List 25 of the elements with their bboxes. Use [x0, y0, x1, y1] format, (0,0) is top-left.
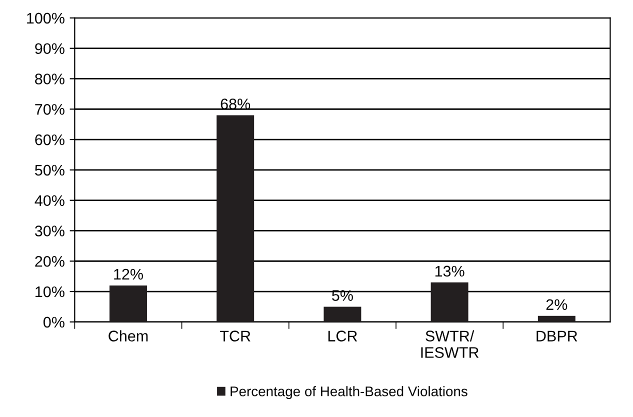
- y-tick-label: 20%: [35, 256, 64, 267]
- y-tick-label: 80%: [35, 74, 64, 84]
- y-tick-label: 10%: [36, 286, 64, 298]
- x-tick-label: TCR: [220, 330, 250, 342]
- legend-label: Percentage of Health-Based Violations: [230, 386, 468, 400]
- y-tick-label: 30%: [34, 226, 64, 236]
- data-label: 13%: [435, 266, 464, 277]
- bar: [110, 285, 147, 322]
- x-tick-label: Chem: [108, 330, 148, 342]
- bar: [538, 316, 576, 322]
- bar: [430, 282, 468, 322]
- data-label: 2%: [546, 299, 568, 310]
- x-tick-label: LCR: [328, 330, 358, 342]
- bar: [216, 115, 254, 322]
- bar: [324, 306, 362, 322]
- data-label: 12%: [114, 268, 143, 280]
- y-tick-label: 40%: [34, 195, 64, 206]
- y-tick-label: 50%: [35, 164, 64, 176]
- y-tick-label: 0%: [43, 316, 64, 328]
- y-tick-label: 90%: [35, 43, 64, 54]
- y-tick-label: 70%: [35, 104, 64, 115]
- x-tick-label: SWTR/ IESWTR: [421, 330, 479, 358]
- y-tick-label: 60%: [35, 134, 64, 146]
- y-tick-label: 100%: [27, 12, 64, 24]
- x-tick-label: DBPR: [536, 330, 578, 342]
